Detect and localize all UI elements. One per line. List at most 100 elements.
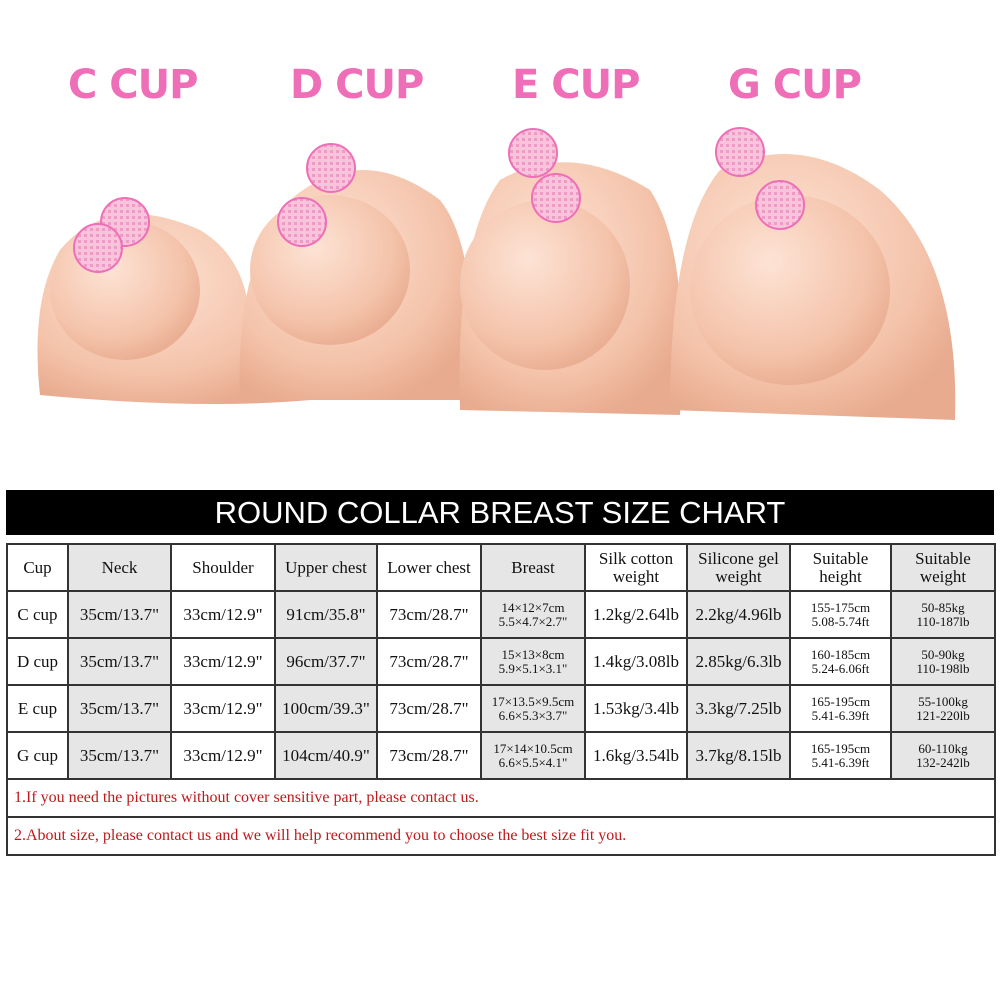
breast-forms-illustration	[37, 127, 956, 420]
cell-line: 17×13.5×9.5cm	[491, 693, 575, 709]
g-cup-form	[670, 127, 956, 420]
cell-breast: 17×14×10.5cm 6.6×5.5×4.1"	[480, 731, 586, 780]
cell-line: 165-195cm	[810, 740, 871, 756]
column-header: Neck	[67, 543, 172, 592]
cell-text: 100cm/39.3"	[282, 698, 370, 718]
cell-weight: 60-110kg 132-242lb	[890, 731, 996, 780]
cell-upper: 100cm/39.3"	[274, 684, 378, 733]
cell-text: 33cm/12.9"	[183, 604, 263, 624]
column-header: Lower chest	[376, 543, 482, 592]
cell-shoulder: 33cm/12.9"	[170, 637, 276, 686]
cell-weight: 50-90kg 110-198lb	[890, 637, 996, 686]
header-text: Upper chest	[285, 557, 367, 577]
header-text: Silicone gel	[698, 548, 779, 568]
cell-breast: 14×12×7cm 5.5×4.7×2.7"	[480, 590, 586, 639]
cup-label-g: G CUP	[728, 62, 862, 108]
cell-breast: 15×13×8cm 5.9×5.1×3.1"	[480, 637, 586, 686]
cell-text: 35cm/13.7"	[79, 698, 160, 718]
column-header: Shoulder	[170, 543, 276, 592]
cell-silk: 1.53kg/3.4lb	[584, 684, 688, 733]
cell-text: 3.3kg/7.25lb	[695, 698, 782, 718]
cell-neck: 35cm/13.7"	[67, 590, 172, 639]
header-row: Cup Neck Shoulder Upper chest Lower chest Bre…	[6, 543, 996, 592]
cell-shoulder: 33cm/12.9"	[170, 731, 276, 780]
cell-text: 104cm/40.9"	[282, 745, 370, 765]
cell-text: D cup	[16, 651, 59, 671]
cell-silicone: 3.7kg/8.15lb	[686, 731, 791, 780]
cell-text: 96cm/37.7"	[286, 651, 366, 671]
header-text: Silk cotton	[598, 548, 674, 568]
cell-text: 73cm/28.7"	[389, 651, 469, 671]
header-text: Shoulder	[192, 557, 254, 577]
cell-neck: 35cm/13.7"	[67, 731, 172, 780]
table-row: E cup 35cm/13.7" 33cm/12.9" 100cm/39.3" 73cm…	[6, 684, 996, 733]
column-header: Upper chest	[274, 543, 378, 592]
cell-silicone: 2.2kg/4.96lb	[686, 590, 791, 639]
cell-text: 73cm/28.7"	[389, 745, 469, 765]
cell-weight: 55-100kg 121-220lb	[890, 684, 996, 733]
header-text: weight	[715, 566, 762, 586]
cell-text: 1.53kg/3.4lb	[593, 698, 679, 718]
cell-text: 35cm/13.7"	[79, 651, 160, 671]
cell-text: 1.2kg/2.64lb	[593, 604, 679, 624]
table-row: G cup 35cm/13.7" 33cm/12.9" 104cm/40.9" 73cm…	[6, 731, 996, 780]
cell-line: 17×14×10.5cm	[493, 740, 573, 756]
table-row: C cup 35cm/13.7" 33cm/12.9" 91cm/35.8" 73cm/…	[6, 590, 996, 639]
cell-cup: C cup	[6, 590, 69, 639]
size-chart-table: Cup Neck Shoulder Upper chest Lower chest Bre…	[6, 543, 996, 856]
cell-line: 6.6×5.5×4.1"	[498, 754, 568, 770]
cell-line: 50-85kg	[921, 599, 965, 615]
cell-line: 6.6×5.3×3.7"	[498, 707, 568, 723]
cell-line: 5.08-5.74ft	[811, 613, 870, 629]
header-text: Breast	[511, 557, 555, 577]
cell-line: 121-220lb	[916, 707, 970, 723]
column-header: Silk cotton weight	[584, 543, 688, 592]
cell-silicone: 2.85kg/6.3lb	[686, 637, 791, 686]
cell-text: 2.2kg/4.96lb	[695, 604, 782, 624]
size-chart-title: ROUND COLLAR BREAST SIZE CHART	[6, 490, 994, 535]
column-header: Suitable height	[789, 543, 892, 592]
header-text: Suitable	[812, 548, 869, 568]
column-header: Cup	[6, 543, 69, 592]
cell-text: 35cm/13.7"	[79, 745, 160, 765]
cup-label-c: C CUP	[68, 62, 198, 108]
cup-label-e: E CUP	[512, 62, 640, 108]
d-cup-form	[239, 143, 472, 400]
note-text: 1.If you need the pictures without cover…	[6, 778, 996, 818]
cell-line: 14×12×7cm	[501, 599, 565, 615]
cell-silk: 1.2kg/2.64lb	[584, 590, 688, 639]
cell-line: 55-100kg	[918, 693, 968, 709]
cell-neck: 35cm/13.7"	[67, 637, 172, 686]
cell-height: 155-175cm 5.08-5.74ft	[789, 590, 892, 639]
cell-text: 73cm/28.7"	[389, 604, 469, 624]
note-row: 2.About size, please contact us and we w…	[6, 816, 996, 856]
product-photo: C CUP D CUP E CUP G CUP	[0, 0, 1000, 470]
cell-line: 15×13×8cm	[501, 646, 565, 662]
header-text: weight	[919, 566, 967, 586]
cell-text: 33cm/12.9"	[183, 698, 263, 718]
cell-line: 165-195cm	[810, 693, 871, 709]
cell-weight: 50-85kg 110-187lb	[890, 590, 996, 639]
cell-text: 33cm/12.9"	[183, 651, 263, 671]
header-text: Suitable	[915, 548, 971, 568]
cell-lower: 73cm/28.7"	[376, 637, 482, 686]
cell-line: 5.41-6.39ft	[811, 707, 870, 723]
cell-text: 35cm/13.7"	[79, 604, 160, 624]
cell-lower: 73cm/28.7"	[376, 731, 482, 780]
column-header: Silicone gel weight	[686, 543, 791, 592]
cell-line: 60-110kg	[918, 740, 968, 756]
cell-cup: D cup	[6, 637, 69, 686]
cell-line: 5.41-6.39ft	[811, 754, 870, 770]
cell-lower: 73cm/28.7"	[376, 590, 482, 639]
header-text: weight	[612, 566, 660, 586]
cell-text: E cup	[17, 698, 58, 718]
cell-silk: 1.6kg/3.54lb	[584, 731, 688, 780]
cup-label-d: D CUP	[290, 62, 424, 108]
cell-shoulder: 33cm/12.9"	[170, 684, 276, 733]
header-text: height	[819, 566, 862, 586]
cell-shoulder: 33cm/12.9"	[170, 590, 276, 639]
cell-text: 73cm/28.7"	[389, 698, 469, 718]
cell-line: 160-185cm	[810, 646, 871, 662]
cell-text: 1.6kg/3.54lb	[593, 745, 679, 765]
cell-line: 5.9×5.1×3.1"	[498, 660, 568, 676]
